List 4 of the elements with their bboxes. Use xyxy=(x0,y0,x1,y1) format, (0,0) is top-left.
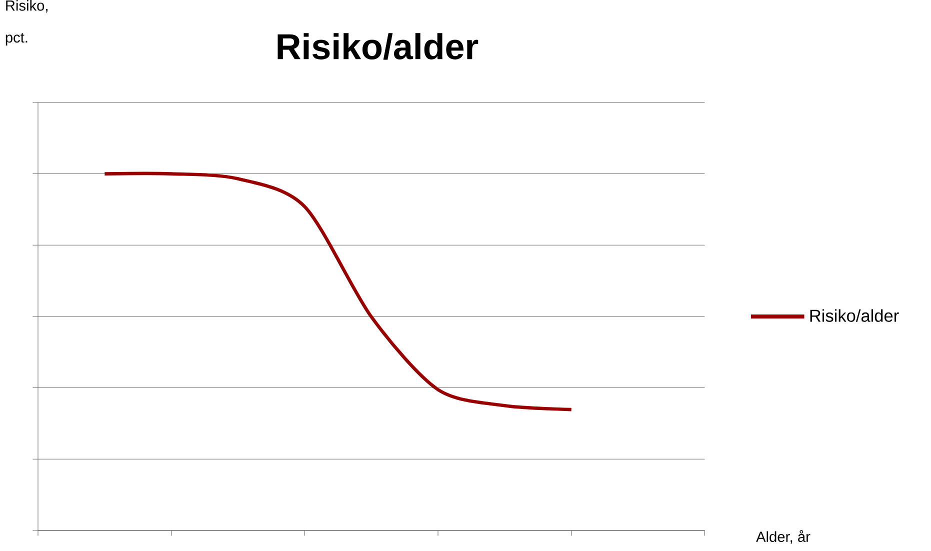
text: Risiko, pct. xyxy=(6,0,48,46)
legend-label: Risiko/alder xyxy=(810,308,899,322)
chart-title: Risiko/alder xyxy=(278,32,478,60)
x-axis-title: Alder, år xyxy=(756,530,810,544)
